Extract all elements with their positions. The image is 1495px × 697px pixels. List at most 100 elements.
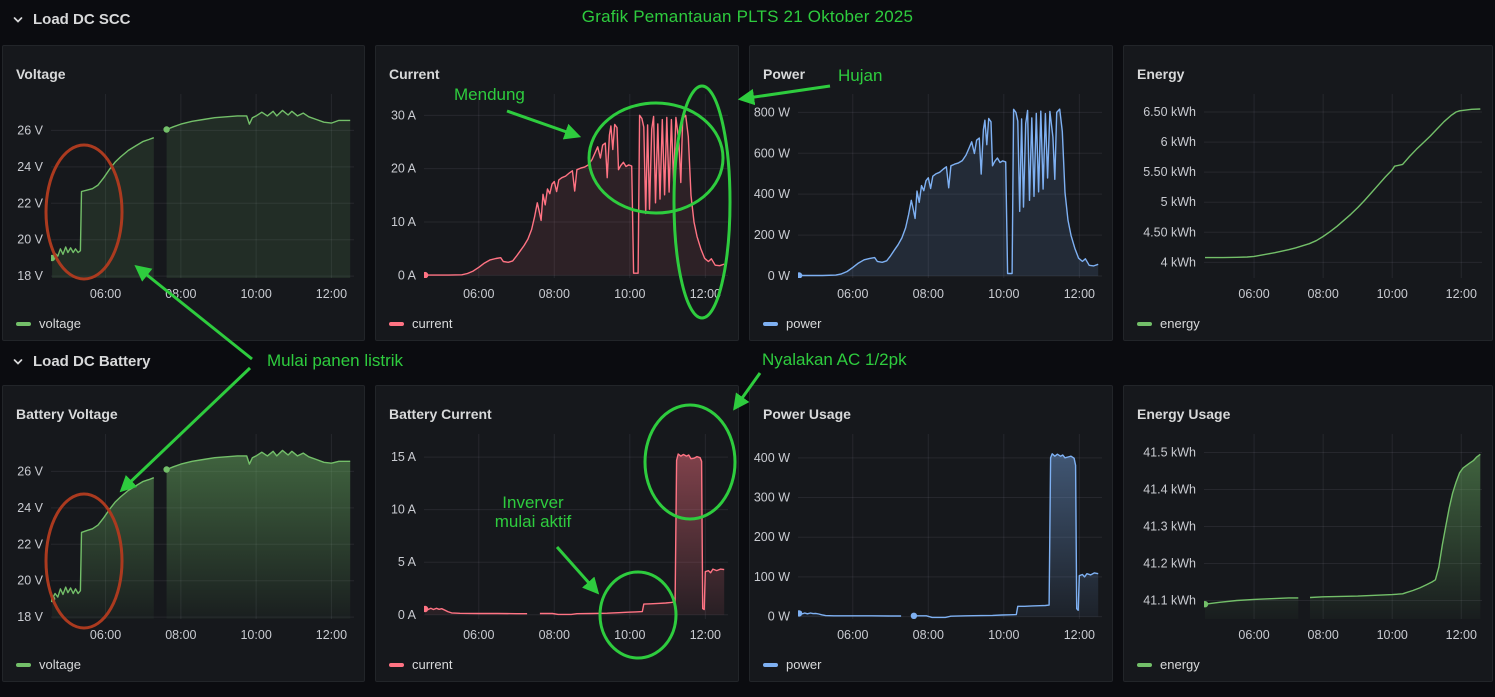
svg-text:10:00: 10:00 [988,287,1019,301]
chevron-down-icon[interactable] [12,356,24,368]
svg-text:41.1 kWh: 41.1 kWh [1143,594,1196,608]
panel-power-usage: Power Usage 0 W 100 W 200 W 300 W 400 W 06:00… [749,385,1113,682]
panel-title[interactable]: Power Usage [763,405,851,422]
svg-text:30 A: 30 A [391,108,417,122]
svg-text:0 W: 0 W [768,610,790,624]
panel-title[interactable]: Battery Voltage [16,405,118,422]
svg-text:10 A: 10 A [391,215,417,229]
section-label[interactable]: Load DC SCC [33,11,131,28]
panel-battery-voltage: Battery Voltage 18 V 20 V 22 V 24 V 26 V 06:0… [2,385,365,682]
panel-title[interactable]: Power [763,65,806,82]
dashboard-title: Grafik Pemantauan PLTS 21 Oktober 2025 [581,7,914,26]
svg-text:5 kWh: 5 kWh [1161,195,1196,209]
svg-text:06:00: 06:00 [837,628,868,642]
legend-label[interactable]: voltage [39,657,81,672]
panel-title[interactable]: Current [389,65,440,82]
svg-text:08:00: 08:00 [913,287,944,301]
svg-text:06:00: 06:00 [90,287,121,301]
svg-text:08:00: 08:00 [913,628,944,642]
svg-text:08:00: 08:00 [165,628,196,642]
legend-swatch [1137,321,1152,326]
chart-energy[interactable]: 4 kWh 4.50 kWh 5 kWh 5.50 kWh 6 kWh 6.50 kWh 0… [1124,46,1492,340]
chart-voltage[interactable]: 18 V 20 V 22 V 24 V 26 V 06:00 08:00 10:00 12:00 [3,46,364,340]
legend-swatch [16,662,31,667]
chart-energy-usage[interactable]: 41.1 kWh 41.2 kWh 41.3 kWh 41.4 kWh 41.5 kWh… [1124,386,1492,681]
svg-text:400 W: 400 W [754,187,790,201]
panel-row-scc: Voltage 18 V 20 V 22 V 24 V 26 V 06:00 08:00 10… [2,45,1493,341]
legend-item-voltage[interactable]: voltage [16,657,81,672]
svg-text:6 kWh: 6 kWh [1161,135,1196,149]
legend-label[interactable]: voltage [39,316,81,331]
svg-text:0 A: 0 A [398,268,417,282]
panel-energy-usage: Energy Usage 41.1 kWh 41.2 kWh 41.3 kWh 41.… [1123,385,1493,682]
legend-label[interactable]: power [786,657,822,672]
svg-text:18 V: 18 V [17,610,43,624]
section-load-dc-scc[interactable]: Load DC SCC [12,11,131,28]
legend-item-current[interactable]: current [389,657,452,672]
svg-text:06:00: 06:00 [463,287,494,301]
svg-text:06:00: 06:00 [1238,287,1269,301]
svg-text:41.3 kWh: 41.3 kWh [1143,520,1196,534]
legend-label[interactable]: power [786,316,822,331]
svg-text:08:00: 08:00 [539,287,570,301]
svg-text:10 A: 10 A [391,503,417,517]
legend-swatch [389,662,404,667]
chart-power-usage[interactable]: 0 W 100 W 200 W 300 W 400 W 06:00 08:00 10:00 12… [750,386,1112,681]
legend-swatch [763,321,778,326]
panel-battery-current: Battery Current 0 A 5 A 10 A 15 A 06:00 08:00… [375,385,739,682]
svg-text:41.4 kWh: 41.4 kWh [1143,483,1196,497]
svg-text:12:00: 12:00 [690,287,721,301]
svg-text:20 A: 20 A [391,162,417,176]
panel-voltage: Voltage 18 V 20 V 22 V 24 V 26 V 06:00 08:00 10… [2,45,365,341]
panel-title[interactable]: Voltage [16,65,66,82]
svg-text:12:00: 12:00 [1446,628,1477,642]
svg-text:10:00: 10:00 [988,628,1019,642]
svg-text:200 W: 200 W [754,228,790,242]
legend-item-power[interactable]: power [763,657,821,672]
svg-text:4.50 kWh: 4.50 kWh [1143,225,1196,239]
chart-power[interactable]: 0 W 200 W 400 W 600 W 800 W 06:00 08:00 10:00 12… [750,46,1112,340]
svg-text:12:00: 12:00 [1064,287,1095,301]
svg-text:18 V: 18 V [17,269,43,283]
legend-item-energy[interactable]: energy [1137,657,1200,672]
svg-text:20 V: 20 V [17,574,43,588]
legend-label[interactable]: energy [1160,316,1200,331]
legend-item-voltage[interactable]: voltage [16,316,81,331]
svg-text:10:00: 10:00 [614,287,645,301]
chart-battery-current[interactable]: 0 A 5 A 10 A 15 A 06:00 08:00 10:00 12:00 [376,386,738,681]
section-label[interactable]: Load DC Battery [33,353,151,370]
legend-swatch [16,321,31,326]
panel-energy: Energy 4 kWh 4.50 kWh 5 kWh 5.50 kWh 6 kWh 6.… [1123,45,1493,341]
chart-current[interactable]: 0 A 10 A 20 A 30 A 06:00 08:00 10:00 12:00 [376,46,738,340]
legend-item-power[interactable]: power [763,316,821,331]
legend-item-current[interactable]: current [389,316,452,331]
panel-power: Power 0 W 200 W 400 W 600 W 800 W 06:00 08:00 1… [749,45,1113,341]
panel-row-battery: Battery Voltage 18 V 20 V 22 V 24 V 26 V 06:0… [2,385,1493,682]
legend-item-energy[interactable]: energy [1137,316,1200,331]
svg-text:24 V: 24 V [17,501,43,515]
svg-text:10:00: 10:00 [1377,287,1408,301]
svg-text:6.50 kWh: 6.50 kWh [1143,105,1196,119]
svg-text:08:00: 08:00 [1308,287,1339,301]
legend-label[interactable]: energy [1160,657,1200,672]
svg-text:20 V: 20 V [17,233,43,247]
svg-text:0 A: 0 A [398,608,417,622]
legend-label[interactable]: current [412,657,453,672]
panel-title[interactable]: Energy [1137,65,1185,82]
section-load-dc-battery[interactable]: Load DC Battery [12,353,151,370]
svg-text:08:00: 08:00 [1308,628,1339,642]
svg-text:12:00: 12:00 [1446,287,1477,301]
legend-swatch [1137,662,1152,667]
chevron-down-icon[interactable] [12,14,24,26]
svg-text:26 V: 26 V [17,123,43,137]
svg-text:600 W: 600 W [754,146,790,160]
svg-text:10:00: 10:00 [240,628,271,642]
chart-battery-voltage[interactable]: 18 V 20 V 22 V 24 V 26 V 06:00 08:00 10:00 12:00 [3,386,364,681]
annotation-mulai-panen: Mulai panen listrik [267,351,404,370]
panel-title[interactable]: Energy Usage [1137,405,1231,422]
svg-text:300 W: 300 W [754,491,790,505]
svg-text:5 A: 5 A [398,555,417,569]
svg-text:08:00: 08:00 [539,628,570,642]
panel-title[interactable]: Battery Current [389,405,492,422]
legend-label[interactable]: current [412,316,453,331]
